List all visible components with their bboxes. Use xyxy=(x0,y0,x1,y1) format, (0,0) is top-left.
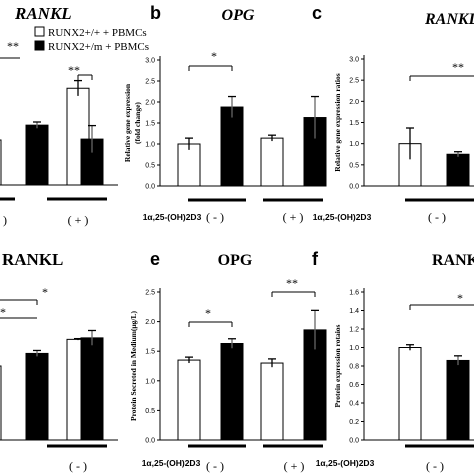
panel-c-bar-mutant xyxy=(446,153,470,187)
panel-e-treatment-label: 1α,25-(OH)2D3 xyxy=(142,458,201,468)
panel-e-group-label: ( + ) xyxy=(284,459,305,473)
panel-letter-c: c xyxy=(312,3,322,23)
panel-b-y-label-line2: (fold change) xyxy=(133,102,142,144)
panel-f-significance-label: * xyxy=(457,291,463,305)
panel-a-group-label: ) xyxy=(3,213,7,227)
panel-e-y-tick-label: 1.5 xyxy=(145,349,155,356)
panel-e-y-label: Protein Secreted in Medium(μg/L) xyxy=(129,310,138,421)
panel-a-group-label: ( + ) xyxy=(68,213,89,227)
panel-c-significance-label: ** xyxy=(452,60,464,74)
panel-e-title: OPG xyxy=(218,252,253,269)
panel-b-bar-control xyxy=(260,137,284,187)
panel-c-y-tick-label: 1.0 xyxy=(349,141,359,148)
panel-c-y-tick-label: 2.0 xyxy=(349,99,359,106)
panel-e-y-tick-label: 0.5 xyxy=(145,408,155,415)
panel-f-bar-mutant xyxy=(446,359,470,441)
panel-c-group-label: ( - ) xyxy=(428,210,446,224)
panel-d-bar-mutant xyxy=(80,337,104,441)
panel-e-y-tick-label: 2.5 xyxy=(145,290,155,297)
panel-a-bar-control xyxy=(0,139,2,186)
panel-e-significance-label: ** xyxy=(286,276,298,290)
panel-e-y-tick-label: 1.0 xyxy=(145,378,155,385)
panel-f-y-tick-label: 1.2 xyxy=(349,327,359,334)
panel-e-group-label: ( - ) xyxy=(206,459,224,473)
panel-c-y-tick-label: 1.5 xyxy=(349,120,359,127)
panel-e-significance-label: * xyxy=(205,306,211,320)
panel-f-y-tick-label: 0.0 xyxy=(349,438,359,445)
panel-f-y-tick-label: 0.8 xyxy=(349,364,359,371)
legend-swatch-control xyxy=(34,26,45,37)
panel-f-title: RANK xyxy=(432,252,474,269)
panel-f-treatment-label: 1α,25-(OH)2D3 xyxy=(316,458,375,468)
panel-c-y-tick-label: 0.0 xyxy=(349,184,359,191)
panel-c-y-tick-label: 2.5 xyxy=(349,78,359,85)
panel-letter-e: e xyxy=(150,249,160,269)
panel-c-y-tick-label: 3.0 xyxy=(349,57,359,64)
panel-d-significance-label: * xyxy=(0,305,6,319)
panel-a-bar-mutant xyxy=(25,124,49,186)
panel-a-significance-label: ** xyxy=(68,63,80,77)
legend-swatch-mutant xyxy=(34,40,45,51)
panel-e-y-tick-label: 0.0 xyxy=(145,438,155,445)
panel-b-y-tick-label: 1.5 xyxy=(145,121,155,128)
panel-c-treatment-label: 1α,25-(OH)2D3 xyxy=(313,212,372,222)
charts-layer: RANKL)( + )****OPG0.00.51.01.52.02.53.0R… xyxy=(0,4,474,473)
panel-e-bar-control xyxy=(177,359,201,441)
panel-c-y-label: Relative gene expression ratios xyxy=(333,73,342,171)
panel-b-y-tick-label: 0.0 xyxy=(145,184,155,191)
panel-f-y-tick-label: 1.6 xyxy=(349,290,359,297)
panel-f-y-tick-label: 0.4 xyxy=(349,401,359,408)
legend: RUNX2+/+ + PBMCs RUNX2+/m + PBMCs xyxy=(34,26,149,53)
panel-c-title: RANKL xyxy=(424,11,474,28)
panel-f-y-tick-label: 0.6 xyxy=(349,382,359,389)
panel-d-title: RANKL xyxy=(2,250,63,269)
panel-b-y-tick-label: 3.0 xyxy=(145,58,155,65)
panel-b-bar-control xyxy=(177,143,201,187)
panel-a-title: RANKL xyxy=(14,4,72,23)
panel-c-y-tick-label: 0.5 xyxy=(349,162,359,169)
panel-b-y-tick-label: 0.5 xyxy=(145,163,155,170)
panel-d-bar-control xyxy=(0,365,2,441)
panel-e-bar-control xyxy=(260,362,284,441)
panel-b-y-tick-label: 2.5 xyxy=(145,79,155,86)
panel-b-y-label: Relative gene expression xyxy=(123,83,132,162)
panel-f-bar-control xyxy=(398,347,422,441)
panel-e-bar-mutant xyxy=(220,343,244,441)
panel-d-significance-label: * xyxy=(42,285,48,299)
legend-label-control: RUNX2+/+ + PBMCs xyxy=(48,27,147,39)
panel-letter-b: b xyxy=(150,3,161,23)
panel-letter-f: f xyxy=(312,249,319,269)
panel-d-bar-mutant xyxy=(25,352,49,441)
panel-f-y-tick-label: 1.0 xyxy=(349,345,359,352)
panel-b-treatment-label: 1α,25-(OH)2D3 xyxy=(143,212,202,222)
panel-d-group-label: ( - ) xyxy=(69,459,87,473)
panel-f-y-tick-label: 0.2 xyxy=(349,419,359,426)
legend-label-mutant: RUNX2+/m + PBMCs xyxy=(48,41,149,53)
panel-b-bar-mutant xyxy=(220,106,244,187)
panel-b-group-label: ( + ) xyxy=(283,210,304,224)
panel-a-significance-label: ** xyxy=(7,39,19,53)
panel-b-group-label: ( - ) xyxy=(206,210,224,224)
panel-b-significance-label: * xyxy=(211,49,217,63)
panel-b-y-tick-label: 1.0 xyxy=(145,142,155,149)
panel-f-y-label: Protein expression rotaios xyxy=(333,324,342,407)
panel-f-group-label: ( - ) xyxy=(426,459,444,473)
panel-b-title: OPG xyxy=(222,7,255,24)
panel-e-y-tick-label: 2.0 xyxy=(145,319,155,326)
panel-f-y-tick-label: 1.4 xyxy=(349,308,359,315)
panel-b-y-tick-label: 2.0 xyxy=(145,100,155,107)
